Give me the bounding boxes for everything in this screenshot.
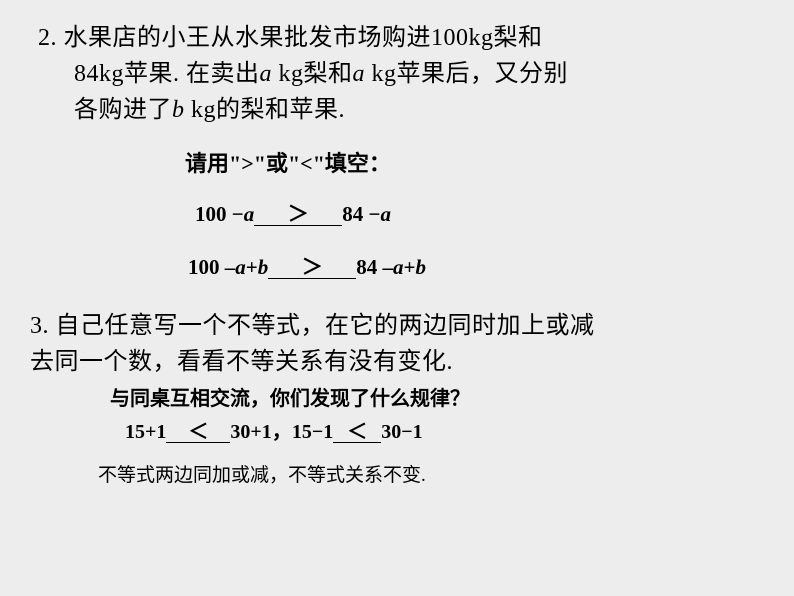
expr1-left-minus: − — [232, 202, 244, 226]
page-container: 2. 水果店的小王从水果批发市场购进100kg梨和 84kg苹果. 在卖出a k… — [0, 0, 794, 596]
p2-l2-var-a1: a — [260, 61, 273, 87]
expr1-answer: ＞ — [288, 202, 309, 226]
problem-3-line-1: 3. 自己任意写一个不等式，在它的两边同时加上或减 — [30, 308, 764, 344]
expr3-ans2: ＜ — [347, 421, 367, 443]
problem-3-expression: 15+1 ＜ 30+1，15−1 ＜ 30−1 — [125, 415, 764, 444]
problem-2-expression-2: 100 –a+b＞84 –a+b — [188, 255, 764, 280]
problem-3-number: 3. — [30, 313, 56, 339]
expr2-blank: ＞ — [268, 257, 356, 279]
p2-l2-part2: kg梨和 — [272, 61, 353, 87]
p2-l2-part3: kg苹果后，又分别 — [365, 61, 568, 87]
problem-3-line-2: 去同一个数，看看不等关系有没有变化. — [30, 344, 764, 380]
expr3-comma: ， — [272, 421, 292, 443]
expr2-right-minus: – — [382, 255, 393, 279]
p2-l2-var-a2: a — [353, 61, 366, 87]
problem-2-line-1: 2. 水果店的小王从水果批发市场购进100kg梨和 — [38, 20, 764, 56]
expr2-left-var-b: b — [258, 255, 269, 279]
problem-2-line-2: 84kg苹果. 在卖出a kg梨和a kg苹果后，又分别 — [74, 56, 764, 92]
p2-l3-part2: kg的梨和苹果. — [185, 97, 346, 123]
p2-l3-part1: 各购进了 — [74, 97, 172, 123]
p2-l3-var-b: b — [172, 97, 185, 123]
expr1-left-num: 100 — [195, 202, 232, 226]
p2-l2-part1: 84kg苹果. 在卖出 — [74, 61, 260, 87]
problem-3-conclusion: 不等式两边同加或减，不等式关系不变. — [98, 460, 764, 487]
problem-2-line-3: 各购进了b kg的梨和苹果. — [74, 92, 764, 128]
expr2-left-minus: – — [225, 255, 236, 279]
problem-2: 2. 水果店的小王从水果批发市场购进100kg梨和 84kg苹果. 在卖出a k… — [30, 20, 764, 280]
expr2-left-plus: + — [246, 255, 258, 279]
expr1-blank: ＞ — [254, 204, 342, 226]
expr1-right-var: a — [380, 202, 391, 226]
expr2-left-num: 100 — [188, 255, 225, 279]
expr1-right-minus: − — [368, 202, 380, 226]
expr3-p4: 30−1 — [381, 421, 422, 443]
expr2-right-num: 84 — [356, 255, 382, 279]
problem-2-instruction: 请用">"或"<"填空： — [185, 146, 764, 178]
problem-2-expression-1: 100 −a＞84 −a — [195, 202, 764, 227]
expr1-right-num: 84 — [342, 202, 368, 226]
expr2-right-var-a: a — [393, 255, 404, 279]
problem-3: 3. 自己任意写一个不等式，在它的两边同时加上或减 去同一个数，看看不等关系有没… — [30, 308, 764, 487]
expr3-p2: 30+1 — [230, 421, 271, 443]
expr2-answer: ＞ — [302, 255, 323, 279]
problem-3-sub-instruction: 与同桌互相交流，你们发现了什么规律？ — [110, 382, 764, 411]
expr3-ans1: ＜ — [188, 421, 208, 443]
expr2-right-plus: + — [403, 255, 415, 279]
expr2-left-var-a: a — [235, 255, 246, 279]
expr3-blank-1: ＜ — [166, 422, 230, 443]
problem-2-number: 2. — [38, 25, 64, 51]
problem-3-text-1: 自己任意写一个不等式，在它的两边同时加上或减 — [56, 313, 595, 339]
problem-2-text-1: 水果店的小王从水果批发市场购进100kg梨和 — [64, 25, 543, 51]
expr1-left-var: a — [244, 202, 255, 226]
expr3-p3: 15−1 — [292, 421, 333, 443]
expr3-blank-2: ＜ — [333, 422, 381, 443]
expr3-p1: 15+1 — [125, 421, 166, 443]
expr2-right-var-b: b — [415, 255, 426, 279]
